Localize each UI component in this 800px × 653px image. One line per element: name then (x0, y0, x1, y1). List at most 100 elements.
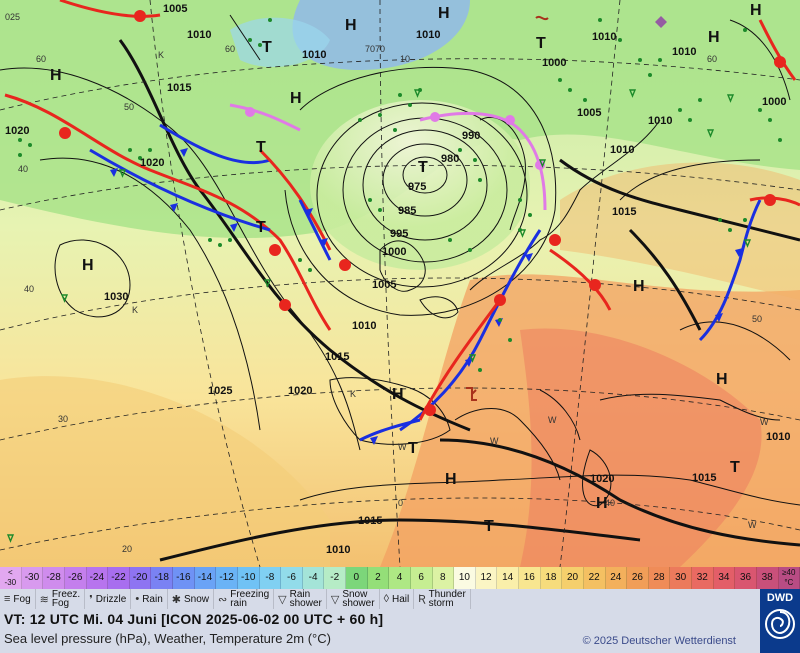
legend-label: Fog (13, 593, 31, 605)
legend-label: Rain shower (289, 589, 322, 609)
svg-text:H: H (290, 90, 302, 107)
svg-text:T: T (484, 518, 494, 535)
legend-item: ≡ Fog (0, 589, 36, 609)
thunderstorm-icon: Ʀ (418, 593, 426, 605)
shower-symbols (6, 89, 752, 543)
svg-text:10: 10 (400, 54, 410, 64)
scale-cell: 8 (432, 567, 455, 589)
scale-cell: -4 (302, 567, 325, 589)
svg-text:50: 50 (752, 314, 762, 324)
scale-cell: -6 (281, 567, 303, 589)
pressure-centers: H H H H H H H H H H H H T T T T T T T T (50, 2, 762, 535)
svg-text:1015: 1015 (358, 515, 382, 527)
legend-label: Thunder storm (428, 589, 466, 609)
scale-cell: -20 (129, 567, 152, 589)
scale-cell: 12 (475, 567, 498, 589)
svg-text:60: 60 (707, 54, 717, 64)
front-symbols (59, 10, 786, 445)
svg-text:K: K (132, 305, 138, 315)
svg-text:975: 975 (408, 181, 426, 193)
legend-item: ≋ Freez. Fog (36, 589, 86, 609)
weather-fronts (4, 0, 800, 442)
svg-text:1010: 1010 (672, 46, 696, 58)
svg-text:W: W (490, 436, 499, 446)
scale-cell: 24 (605, 567, 628, 589)
legend-label: Freez. Fog (51, 589, 81, 609)
svg-text:T: T (408, 440, 418, 457)
svg-text:H: H (445, 471, 457, 488)
weather-map: 1005 1010 1010 1010 1010 1015 1020 1020 … (0, 0, 800, 567)
weather-legend: ≡ Fog ≋ Freez. Fog ❜ Drizzle • Rain ✱ Snow ∾ Freezi… (0, 589, 760, 609)
scale-cell: ≥40 °C (778, 567, 800, 589)
weather-symbols (18, 18, 782, 372)
legend-label: Snow (183, 593, 209, 605)
rain-icon: • (135, 593, 140, 605)
svg-text:70: 70 (375, 44, 385, 54)
dwd-logo-text: DWD (766, 592, 794, 604)
scale-cell: -26 (64, 567, 87, 589)
svg-text:W: W (760, 417, 769, 427)
isobars-main (118, 39, 800, 562)
copyright: © 2025 Deutscher Wetterdienst (582, 635, 736, 647)
svg-text:1020: 1020 (140, 157, 164, 169)
svg-text:1010: 1010 (416, 29, 440, 41)
scale-cell: -28 (43, 567, 65, 589)
scale-cell: 4 (389, 567, 411, 589)
svg-text:T: T (418, 159, 428, 176)
svg-text:1010: 1010 (592, 31, 616, 43)
svg-text:H: H (596, 495, 608, 512)
svg-text:T: T (536, 35, 546, 52)
svg-text:40: 40 (18, 164, 28, 174)
scale-cell: 2 (367, 567, 390, 589)
svg-text:H: H (345, 17, 357, 34)
svg-text:990: 990 (462, 130, 480, 142)
svg-text:50: 50 (124, 102, 134, 112)
graticule (0, 0, 800, 567)
scale-cell: 36 (735, 567, 757, 589)
snow-icon: ✱ (171, 593, 181, 606)
snow-shower-icon: ▽ (330, 593, 340, 606)
scale-cell: < -30 (0, 567, 22, 589)
temperature-scale: < -30 -30 -28 -26 -24 -22 -20 -18 -16 -14 -12 -10 -8… (0, 567, 800, 589)
svg-text:1010: 1010 (610, 144, 634, 156)
legend-item: ∾ Freezing rain (214, 589, 275, 609)
scale-cell: -22 (108, 567, 130, 589)
hail-icon: ◊ (383, 593, 389, 605)
svg-text:K: K (350, 389, 356, 399)
legend-label: Snow shower (342, 589, 375, 609)
drizzle-icon: ❜ (89, 593, 93, 606)
scale-cell: 22 (583, 567, 606, 589)
spiral-icon (765, 609, 795, 639)
scale-cell: -14 (194, 567, 217, 589)
scale-cell: -2 (324, 567, 346, 589)
svg-text:1025: 1025 (208, 385, 232, 397)
svg-text:H: H (708, 29, 720, 46)
legend-item: ▽ Snow shower (327, 589, 380, 609)
scale-cell: -16 (173, 567, 195, 589)
scale-cell: 16 (519, 567, 541, 589)
svg-text:1020: 1020 (590, 473, 614, 485)
rain-shower-icon: ▽ (278, 593, 287, 606)
svg-text:1020: 1020 (5, 125, 29, 137)
scale-cell: 10 (454, 567, 476, 589)
svg-text:H: H (438, 5, 450, 22)
svg-text:1030: 1030 (104, 291, 128, 303)
svg-text:985: 985 (398, 205, 416, 217)
svg-text:1015: 1015 (325, 351, 349, 363)
svg-text:980: 980 (441, 153, 459, 165)
svg-text:025: 025 (5, 12, 20, 22)
svg-text:1015: 1015 (612, 206, 636, 218)
info-panel: VT: 12 UTC Mi. 04 Juni [ICON 2025-06-02 … (0, 609, 760, 653)
legend-label: Rain (142, 593, 163, 605)
svg-text:T: T (262, 39, 272, 56)
svg-text:T: T (256, 219, 266, 236)
svg-text:1005: 1005 (577, 107, 601, 119)
svg-text:1005: 1005 (372, 279, 396, 291)
svg-text:T: T (730, 459, 740, 476)
svg-text:W: W (748, 520, 757, 530)
svg-text:K: K (158, 50, 164, 60)
scale-cell: 26 (627, 567, 649, 589)
scale-cell: -24 (86, 567, 109, 589)
svg-text:1000: 1000 (762, 96, 786, 108)
scale-cell: -8 (259, 567, 282, 589)
